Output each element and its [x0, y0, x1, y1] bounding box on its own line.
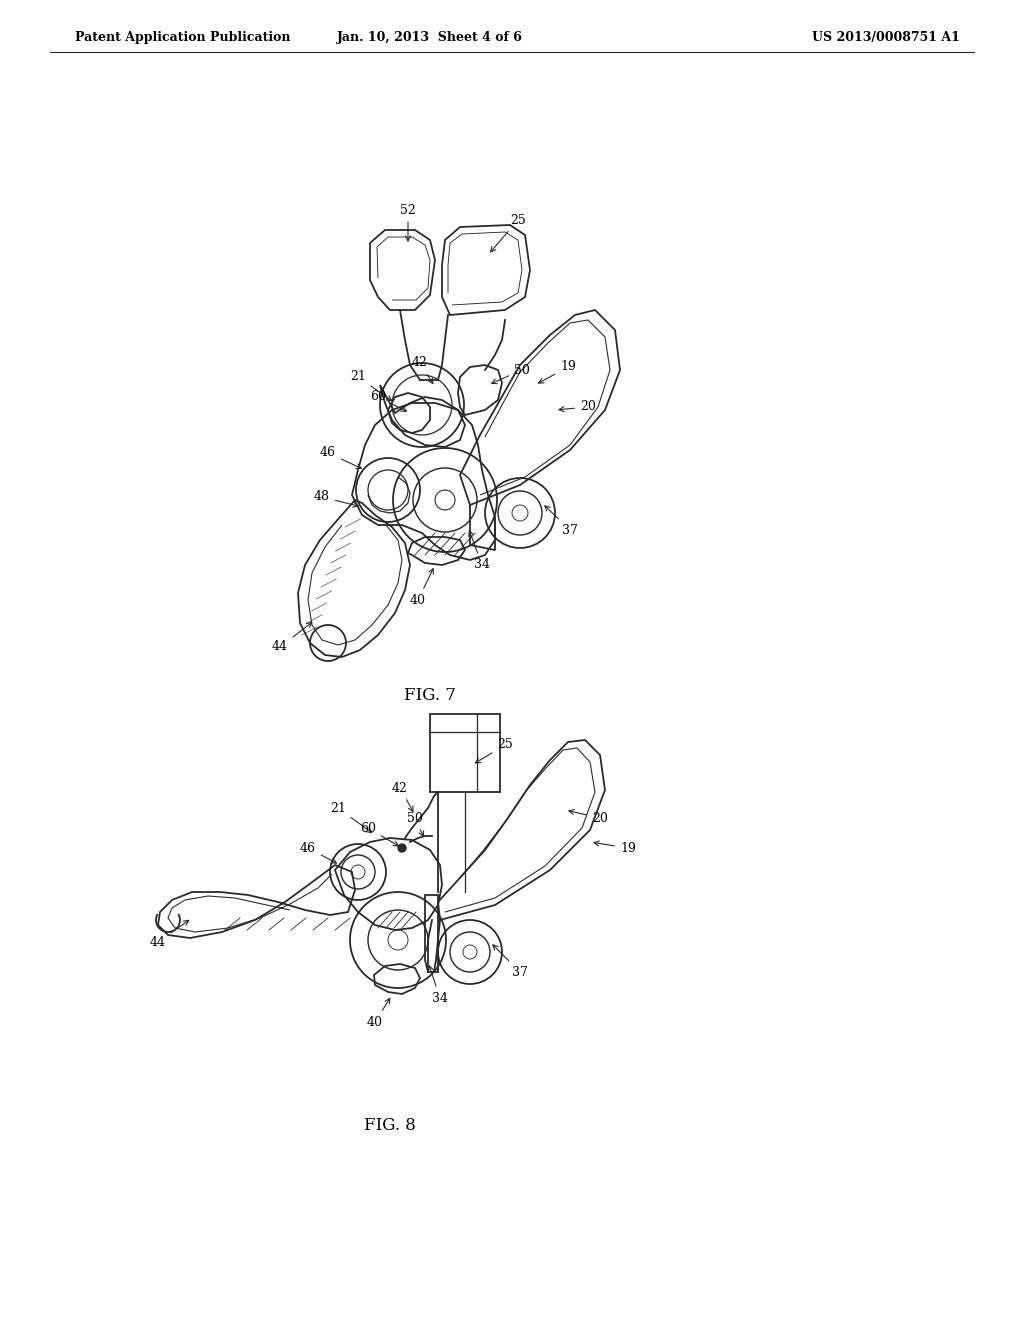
Text: 37: 37: [545, 506, 578, 536]
Text: Jan. 10, 2013  Sheet 4 of 6: Jan. 10, 2013 Sheet 4 of 6: [337, 30, 523, 44]
Text: 60: 60: [370, 391, 407, 412]
Text: 34: 34: [428, 966, 449, 1005]
Text: 50: 50: [492, 363, 530, 384]
Text: 50: 50: [408, 812, 424, 837]
Text: 25: 25: [490, 214, 526, 252]
Text: 21: 21: [330, 801, 372, 833]
Text: US 2013/0008751 A1: US 2013/0008751 A1: [812, 30, 961, 44]
Text: 19: 19: [594, 841, 636, 854]
Text: 34: 34: [469, 531, 490, 572]
Text: 40: 40: [367, 998, 390, 1028]
Text: FIG. 8: FIG. 8: [365, 1117, 416, 1134]
Text: 52: 52: [400, 203, 416, 242]
Text: FIG. 7: FIG. 7: [404, 686, 456, 704]
Text: 40: 40: [410, 569, 433, 606]
Text: 44: 44: [150, 920, 188, 949]
Text: 19: 19: [539, 360, 575, 383]
Text: 46: 46: [300, 842, 337, 863]
Text: Patent Application Publication: Patent Application Publication: [75, 30, 291, 44]
Text: 20: 20: [559, 400, 596, 413]
Text: 42: 42: [392, 781, 413, 812]
Circle shape: [398, 843, 406, 851]
Text: 60: 60: [360, 821, 398, 846]
Text: 21: 21: [350, 371, 392, 401]
Text: 37: 37: [493, 945, 528, 978]
Text: 20: 20: [569, 809, 608, 825]
Text: 42: 42: [412, 356, 433, 384]
Text: 48: 48: [314, 491, 358, 507]
Text: 46: 46: [319, 446, 361, 469]
Text: 44: 44: [272, 623, 312, 653]
Text: 25: 25: [475, 738, 513, 763]
